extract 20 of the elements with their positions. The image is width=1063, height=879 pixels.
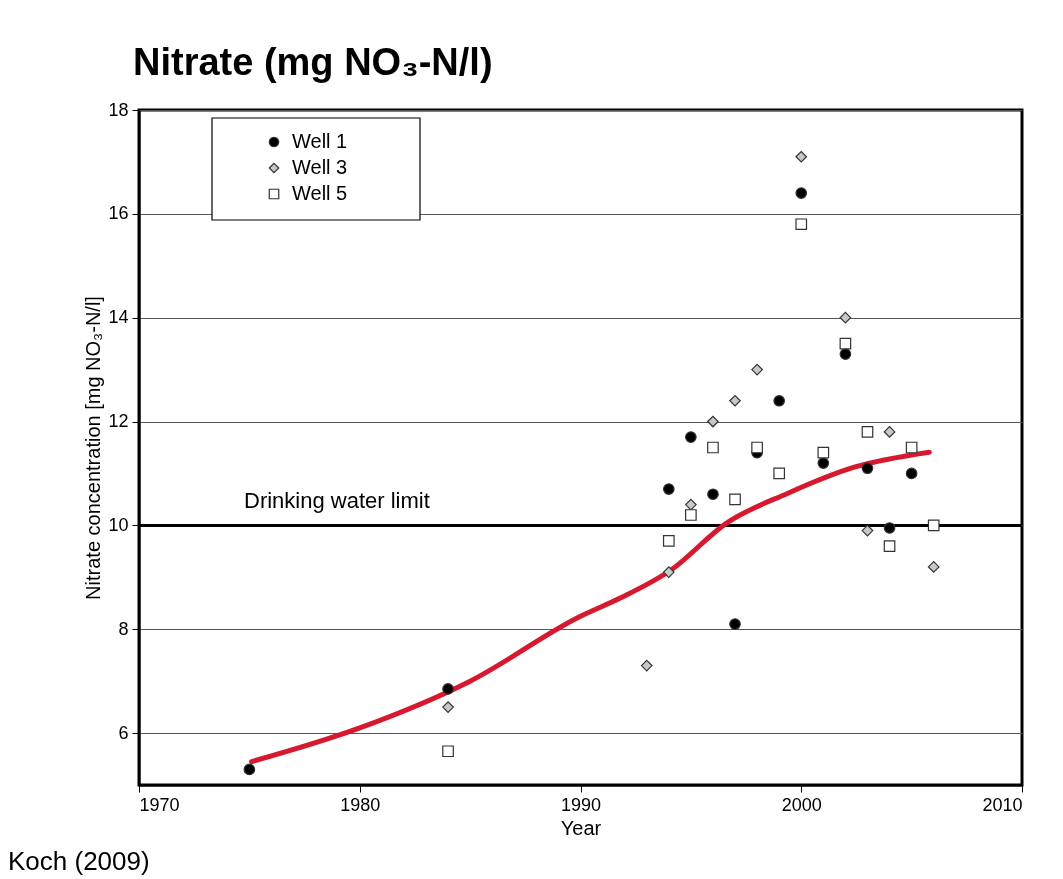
legend-label: Well 5 (292, 182, 348, 204)
y-axis-title: Nitrate concentration [mg NO₃-N/l] (82, 296, 105, 600)
x-tick-label: 2010 (982, 794, 1023, 815)
y-tick-label: 10 (108, 514, 129, 535)
x-tick-label: 1980 (340, 794, 381, 815)
chart-title: Nitrate (mg NO₃-N/l) (133, 41, 493, 83)
ref-line-label: Drinking water limit (244, 488, 430, 514)
legend-label: Well 1 (292, 130, 348, 152)
x-tick-label: 1970 (139, 794, 180, 815)
y-tick-label: 16 (108, 203, 129, 224)
x-tick-label: 1990 (560, 794, 602, 815)
text: Koch (2009) (8, 846, 150, 876)
x-tick-label: 2000 (781, 794, 822, 815)
x-axis-title: Year (560, 816, 602, 839)
y-tick-label: 18 (108, 99, 129, 120)
y-tick-label: 6 (118, 722, 129, 743)
legend-label: Well 3 (292, 156, 348, 178)
y-tick-label: 14 (108, 307, 129, 328)
y-tick-label: 12 (108, 411, 129, 432)
y-tick-label: 8 (118, 618, 129, 639)
